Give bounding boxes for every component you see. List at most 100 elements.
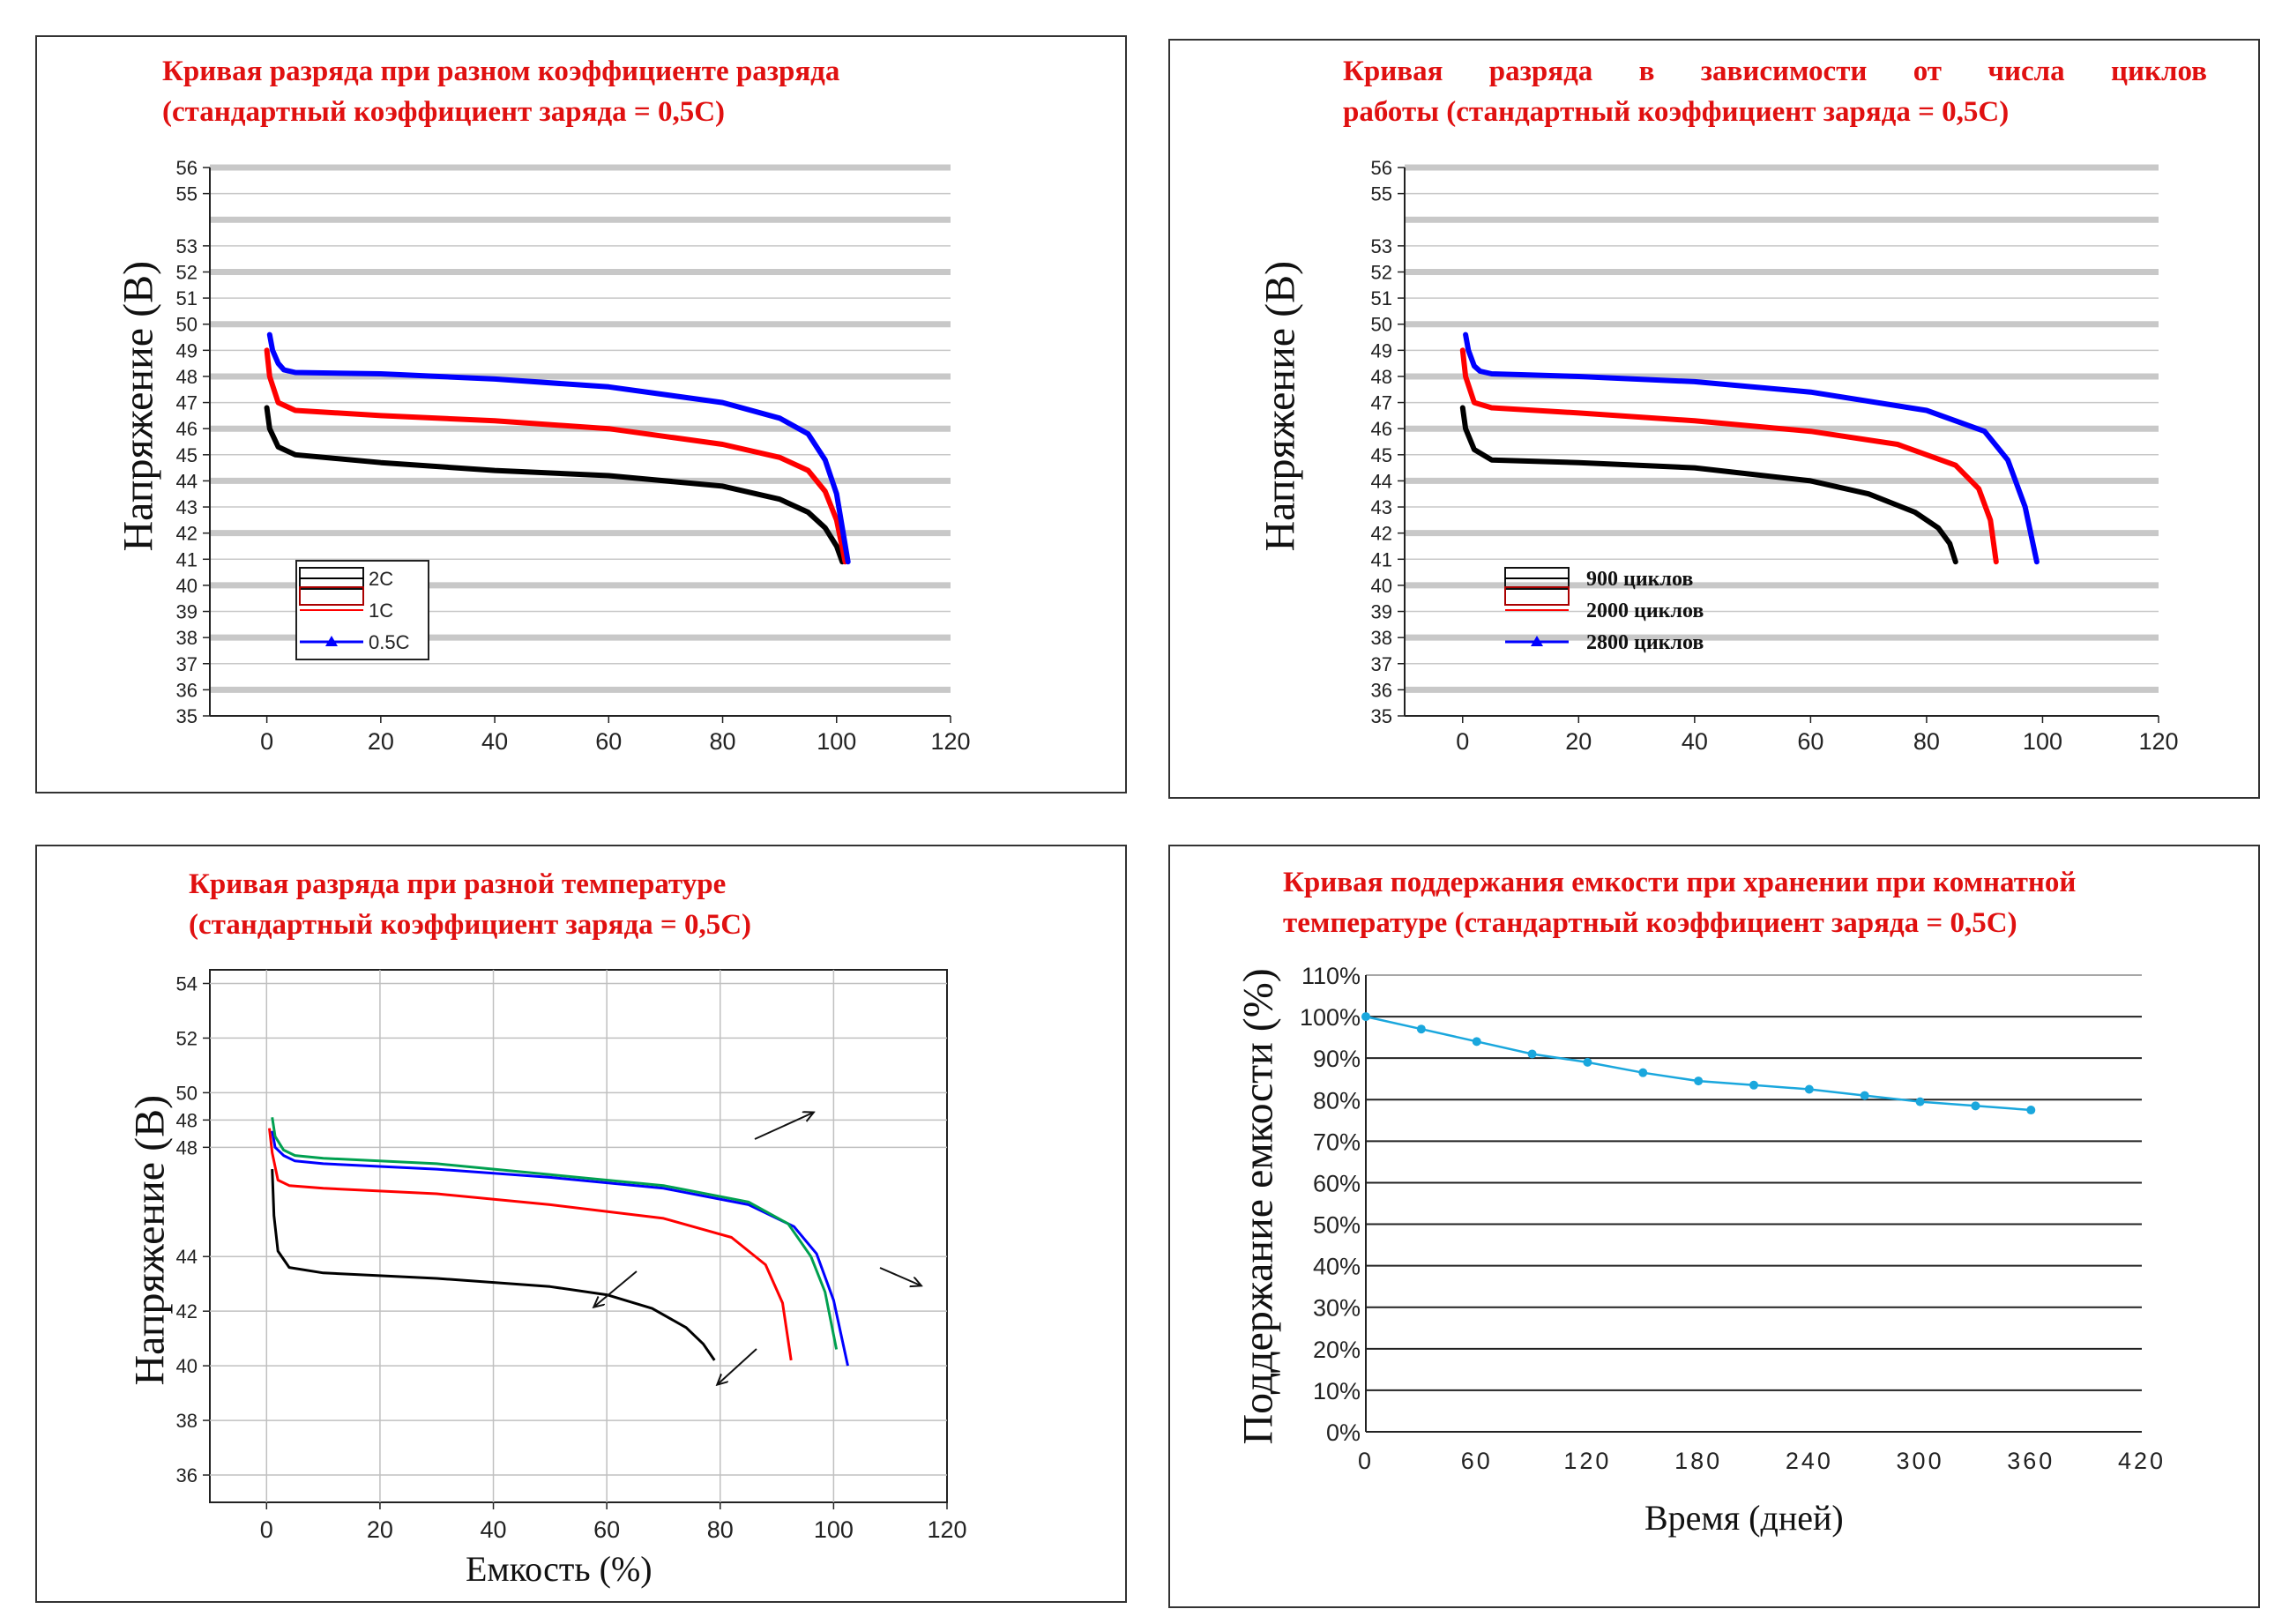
x-tick-label: 60 (1797, 728, 1823, 755)
y-tick-label: 49 (176, 339, 198, 361)
series-line-2 (266, 332, 851, 565)
x-tick-label: 100 (817, 728, 856, 755)
y-tick-label: 41 (1371, 548, 1392, 570)
annotation-arrow-1 (718, 1348, 757, 1384)
plot-area (1405, 168, 2159, 716)
x-tick-label: 100 (814, 1516, 854, 1543)
x-tick-label: 360 (2007, 1448, 2055, 1474)
y-tick-label: 20% (1313, 1337, 1361, 1363)
x-tick-label: 40 (481, 728, 508, 755)
series-line-1 (264, 347, 848, 565)
x-tick-label: 420 (2118, 1448, 2166, 1474)
y-tick-label: 49 (1371, 339, 1392, 361)
y-tick-label: 52 (176, 1027, 198, 1049)
x-tick-label: 80 (1913, 728, 1940, 755)
x-tick-label: 80 (707, 1516, 734, 1543)
y-tick-label: 50 (176, 314, 198, 336)
y-tick-label: 51 (1371, 287, 1392, 309)
x-tick-label: 20 (1565, 728, 1592, 755)
y-tick-label: 37 (176, 653, 198, 675)
y-tick-label: 47 (176, 392, 198, 414)
y-tick-label: 36 (176, 1464, 198, 1486)
data-point (1915, 1097, 1925, 1106)
chart-plot-storage: 0% 10% 20% 30% 40% 50% 60% 70% 80% 90% 100% 110% 0 60… (1300, 963, 2166, 1474)
y-tick-label: 40% (1313, 1254, 1361, 1280)
y-tick-label: 55 (176, 183, 198, 205)
chart-title-line1: Кривая разряда в зависимости от числа ци… (1343, 56, 2207, 87)
x-tick-label: 120 (2138, 728, 2178, 755)
plot-area (209, 969, 948, 1503)
chart-title-temperature: Кривая разряда при разной температуре (с… (189, 864, 751, 945)
chart-title-line1: Кривая поддержания емкости при хранении … (1283, 867, 2077, 898)
chart-panel-storage: Кривая поддержания емкости при хранении … (1168, 845, 2260, 1608)
y-tick-label: 44 (176, 1246, 198, 1268)
y-tick-label: 110% (1301, 963, 1361, 989)
y-tick-label: 40 (176, 1355, 198, 1377)
data-point (1694, 1076, 1704, 1086)
legend-swatch-2 (300, 636, 363, 646)
y-tick-label: 51 (176, 287, 198, 309)
y-tick-label: 50 (176, 1082, 198, 1104)
series-line-2 (1463, 332, 2040, 565)
chart-plot-temperature: 36 38 40 42 44 48 48 50 52 54 0 20 40 60 80 100 120 (176, 969, 967, 1543)
x-axis-label-temperature: Емкость (%) (466, 1549, 653, 1589)
y-tick-label: 80% (1313, 1087, 1361, 1114)
y-tick-label: 36 (1371, 679, 1392, 701)
chart-title-cycles: Кривая разряда в зависимости от числа ци… (1343, 51, 2207, 132)
y-tick-label: 36 (176, 679, 198, 701)
data-point (1416, 1024, 1426, 1034)
x-tick-label: 0 (260, 1516, 273, 1543)
y-tick-label: 38 (176, 1410, 198, 1432)
data-point (1860, 1091, 1869, 1100)
y-tick-label: 60% (1313, 1170, 1361, 1196)
legend-swatch-0 (1504, 567, 1570, 590)
annotation-arrow-0 (594, 1270, 638, 1307)
y-tick-label: 46 (176, 418, 198, 440)
y-tick-label: 40 (1371, 575, 1392, 597)
chart-title-line2: (стандартный коэффициент заряда = 0,5С) (162, 96, 726, 128)
y-tick-label: 37 (1371, 653, 1392, 675)
x-tick-label: 20 (368, 728, 394, 755)
data-point (1749, 1080, 1758, 1090)
x-tick-label: 60 (595, 728, 622, 755)
y-tick-label: 41 (176, 548, 198, 570)
x-tick-label: 0 (1358, 1448, 1374, 1474)
legend-swatch-0 (299, 567, 364, 590)
y-tick-label: 38 (176, 627, 198, 649)
y-tick-label: 10% (1313, 1378, 1361, 1404)
legend-label-1: 2000 циклов (1586, 600, 1704, 622)
y-tick-label: 50% (1313, 1212, 1361, 1239)
y-tick-label: 100% (1300, 1004, 1361, 1031)
legend-swatch-1 (299, 586, 364, 611)
series-line-0 (1365, 1015, 2032, 1112)
data-point (2026, 1106, 2036, 1115)
y-tick-label: 56 (1371, 157, 1392, 179)
y-tick-label: 48 (176, 366, 198, 388)
y-tick-label: 43 (176, 496, 198, 518)
y-tick-label: 35 (1371, 705, 1392, 727)
data-point (1361, 1012, 1370, 1022)
y-tick-label: 55 (1371, 183, 1392, 205)
y-tick-label: 56 (176, 157, 198, 179)
y-tick-label: 40 (176, 575, 198, 597)
data-point (1527, 1049, 1537, 1059)
series-line-1 (1459, 347, 1999, 565)
data-point (1804, 1084, 1814, 1094)
data-point (1971, 1101, 1980, 1111)
legend-label-0: 2C (369, 568, 393, 590)
y-tick-label: 53 (1371, 235, 1392, 257)
chart-panel-temperature: Кривая разряда при разной температуре (с… (35, 845, 1127, 1603)
y-tick-label: 45 (176, 444, 198, 466)
y-tick-label: 30% (1313, 1295, 1361, 1322)
series-line-0 (1459, 405, 1958, 565)
x-tick-label: 300 (1897, 1448, 1944, 1474)
y-tick-label: 50 (1371, 314, 1392, 336)
x-tick-label: 60 (593, 1516, 620, 1543)
legend-marker (299, 586, 364, 606)
legend-label-2: 0.5C (369, 631, 410, 653)
x-tick-label: 40 (1682, 728, 1708, 755)
y-tick-label: 42 (1371, 523, 1392, 545)
y-tick-label: 46 (1371, 418, 1392, 440)
y-tick-label: 39 (176, 601, 198, 623)
chart-panel-cycles: Кривая разряда в зависимости от числа ци… (1168, 39, 2260, 799)
